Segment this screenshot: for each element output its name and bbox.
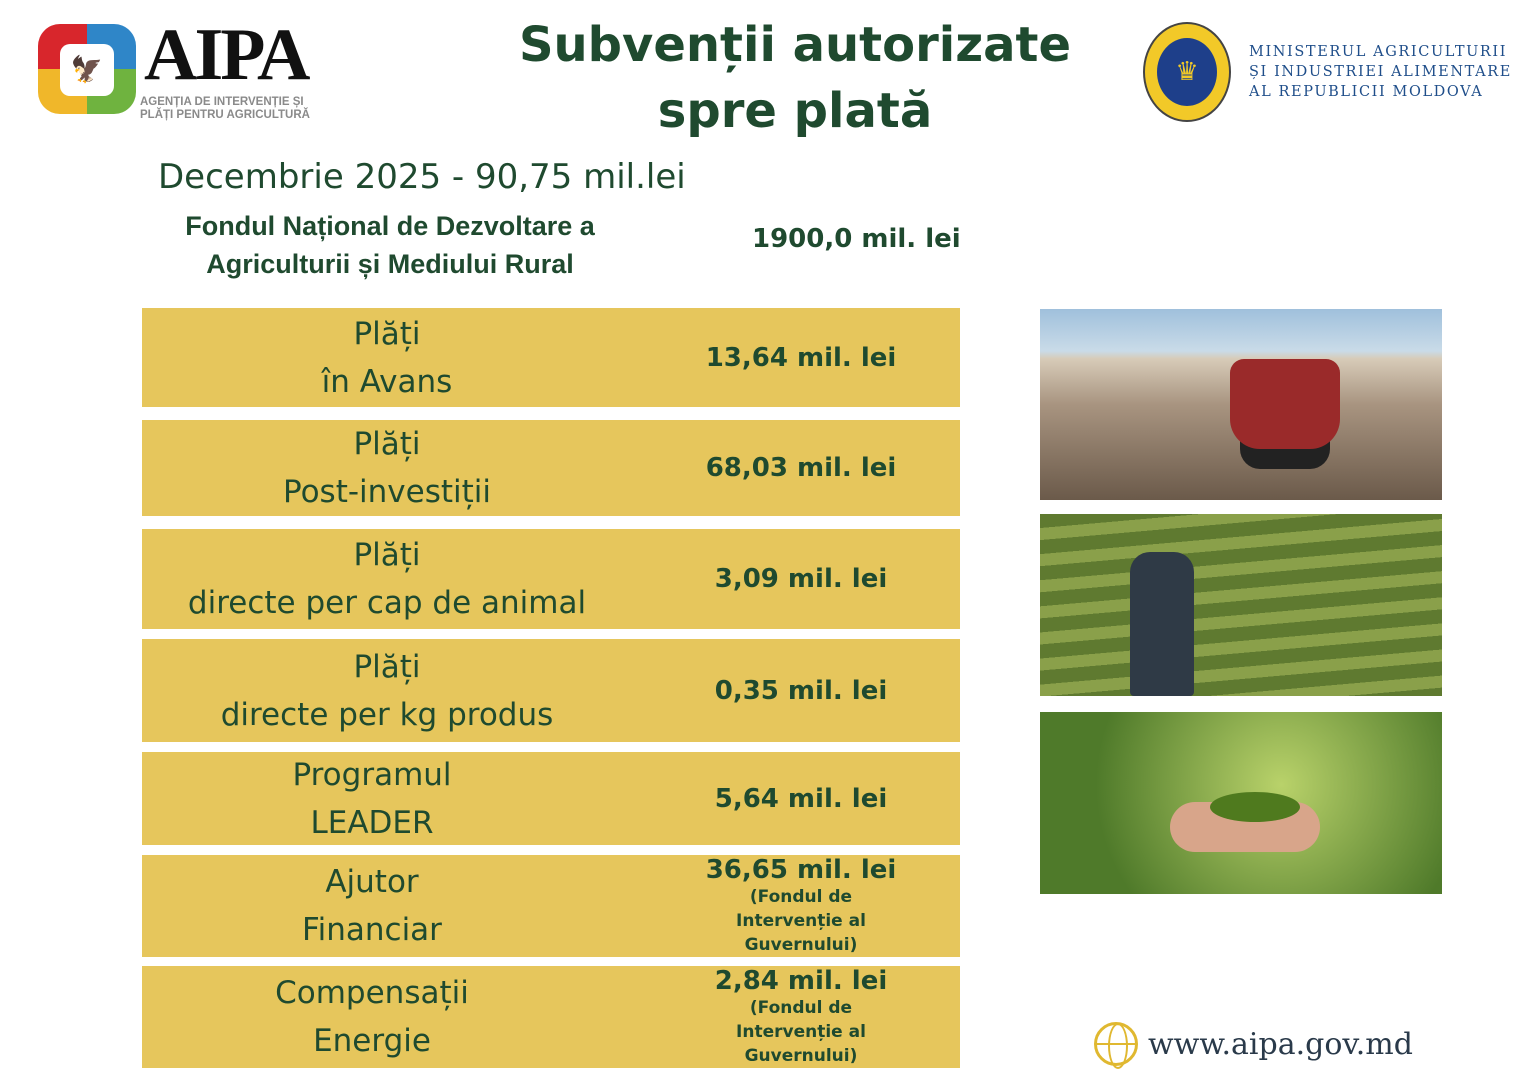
text-label: AL REPUBLICII MOLDOVA [1249, 84, 1484, 100]
text-label: Energie [313, 1023, 431, 1059]
text-label: Programul [292, 756, 452, 793]
text-label: directe per kg produs [220, 696, 554, 733]
farmer-field-photo [1040, 514, 1442, 696]
row-value: 36,65 mil. lei [705, 855, 897, 885]
row-per-kg: Plăți directe per kg produs 0,35 mil. lei [142, 639, 960, 742]
row-value: 68,03 mil. lei [705, 453, 897, 483]
ministry-name: MINISTERUL AGRICULTURII ȘI INDUSTRIEI AL… [1249, 42, 1512, 102]
tractor-field-photo [1040, 309, 1442, 500]
text-label: Fondul Național de Dezvoltare a [185, 211, 595, 241]
row-per-animal: Plăți directe per cap de animal 3,09 mil.… [142, 529, 960, 629]
text-label: în Avans [321, 363, 453, 400]
text-label: spre plată [657, 83, 933, 139]
text-label: Subvenții autorizate [518, 17, 1072, 73]
text-label: Agriculturii și Mediului Rural [206, 249, 574, 279]
globe-icon [1094, 1022, 1138, 1069]
row-note: (Fondul de Intervenție al Guvernului) [736, 998, 866, 1066]
row-financial-aid: Ajutor Financiar 36,65 mil. lei (Fondul de… [142, 855, 960, 957]
text-label: MINISTERUL AGRICULTURII [1249, 44, 1508, 60]
period-total: Decembrie 2025 - 90,75 mil.lei [158, 157, 686, 197]
website-url[interactable]: www.aipa.gov.md [1148, 1026, 1413, 1062]
row-post-investment: Plăți Post-investiții 68,03 mil. lei [142, 420, 960, 516]
text-label: directe per cap de animal [187, 585, 587, 621]
row-value: 13,64 mil. lei [705, 342, 897, 373]
text-label: LEADER [310, 804, 434, 841]
text-label: AGENȚIA DE INTERVENȚIE ȘI [140, 96, 304, 108]
text-label: Ajutor [325, 864, 419, 900]
text-label: Plăți [353, 426, 421, 462]
aipa-logo: 🦅 AIPA AGENȚIA DE INTERVENȚIE ȘI PLĂȚI P… [38, 18, 338, 124]
aipa-wordmark: AIPA [144, 14, 310, 96]
website-link[interactable]: www.aipa.gov.md [1094, 1022, 1413, 1069]
aipa-subtitle: AGENȚIA DE INTERVENȚIE ȘI PLĂȚI PENTRU A… [140, 96, 310, 122]
row-value: 5,64 mil. lei [714, 783, 888, 814]
seedling-hands-photo [1040, 712, 1442, 894]
text-label: Post-investiții [282, 474, 492, 510]
text-label: Financiar [302, 912, 442, 948]
ministry-logo: ♛ MINISTERUL AGRICULTURII ȘI INDUSTRIEI … [1143, 22, 1513, 124]
row-value: 3,09 mil. lei [714, 564, 888, 594]
row-value: 0,35 mil. lei [714, 675, 888, 706]
row-energy-compensation: Compensații Energie 2,84 mil. lei (Fondul … [142, 966, 960, 1068]
row-note: (Fondul de Intervenție al Guvernului) [736, 887, 866, 955]
text-label: Compensații [275, 975, 469, 1011]
row-advance-payments: Plăți în Avans 13,64 mil. lei [142, 308, 960, 407]
text-label: Plăți [353, 315, 421, 352]
page-title: Subvenții autorizate spre plată [460, 12, 1130, 144]
fund-value: 1900,0 mil. lei [752, 224, 961, 254]
row-value: 2,84 mil. lei [714, 966, 888, 996]
government-seal-icon: ♛ [1143, 22, 1231, 122]
text-label: PLĂȚI PENTRU AGRICULTURĂ [140, 109, 310, 121]
fund-name: Fondul Național de Dezvoltare a Agricult… [100, 207, 680, 283]
text-label: Plăți [353, 648, 421, 685]
row-leader: Programul LEADER 5,64 mil. lei [142, 752, 960, 845]
aipa-emblem-icon: 🦅 [38, 24, 136, 114]
text-label: ȘI INDUSTRIEI ALIMENTARE [1249, 64, 1512, 80]
text-label: Plăți [353, 537, 421, 573]
